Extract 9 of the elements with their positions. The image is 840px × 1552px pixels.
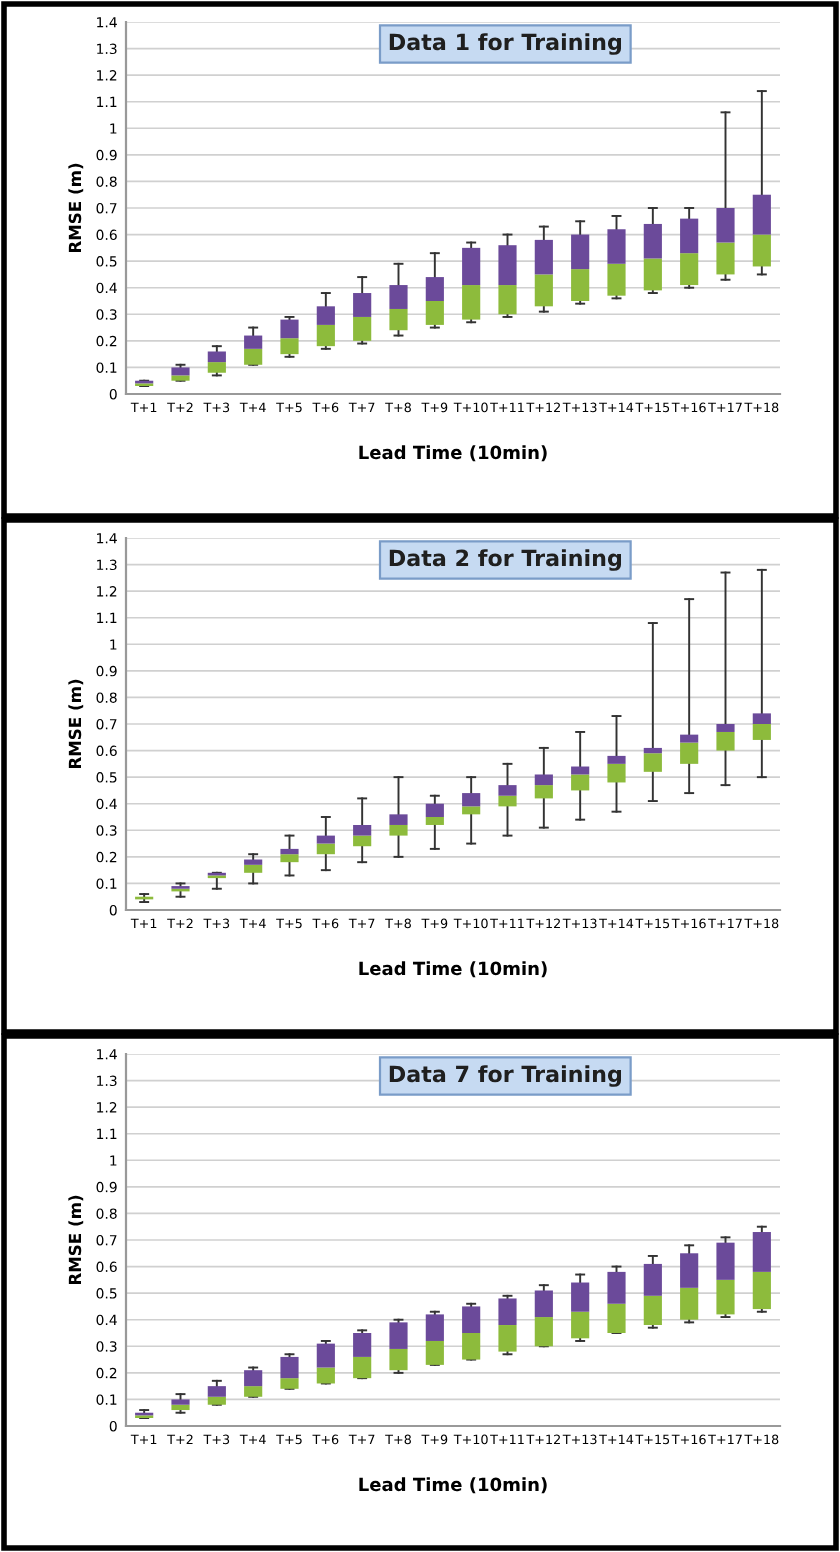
x-axis-title: Lead Time (10min) — [359, 961, 547, 978]
y-axis-title: RMSE (m) — [68, 679, 84, 769]
x-axis-title: Lead Time (10min) — [359, 1477, 547, 1494]
y-axis-title: RMSE (m) — [68, 163, 84, 253]
y-axis-title: RMSE (m) — [68, 1195, 84, 1285]
chart-title: Data 2 for Training — [389, 549, 621, 571]
x-axis-title: Lead Time (10min) — [359, 445, 547, 462]
chart-title: Data 7 for Training — [389, 1065, 621, 1087]
chart-title: Data 1 for Training — [389, 33, 621, 55]
